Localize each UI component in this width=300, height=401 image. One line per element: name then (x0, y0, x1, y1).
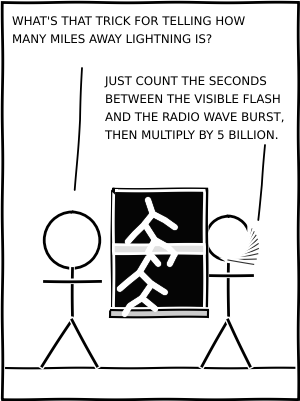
Circle shape (206, 216, 250, 260)
Text: WHAT'S THAT TRICK FOR TELLING HOW
MANY MILES AWAY LIGHTNING IS?: WHAT'S THAT TRICK FOR TELLING HOW MANY M… (12, 15, 244, 46)
Bar (115, 246, 203, 252)
Text: JUST COUNT THE SECONDS
BETWEEN THE VISIBLE FLASH
AND THE RADIO WAVE BURST,
THEN : JUST COUNT THE SECONDS BETWEEN THE VISIB… (105, 75, 284, 142)
Bar (112, 189, 206, 310)
Circle shape (44, 212, 100, 268)
Bar (115, 192, 203, 307)
Bar (110, 310, 208, 317)
Polygon shape (228, 232, 254, 260)
